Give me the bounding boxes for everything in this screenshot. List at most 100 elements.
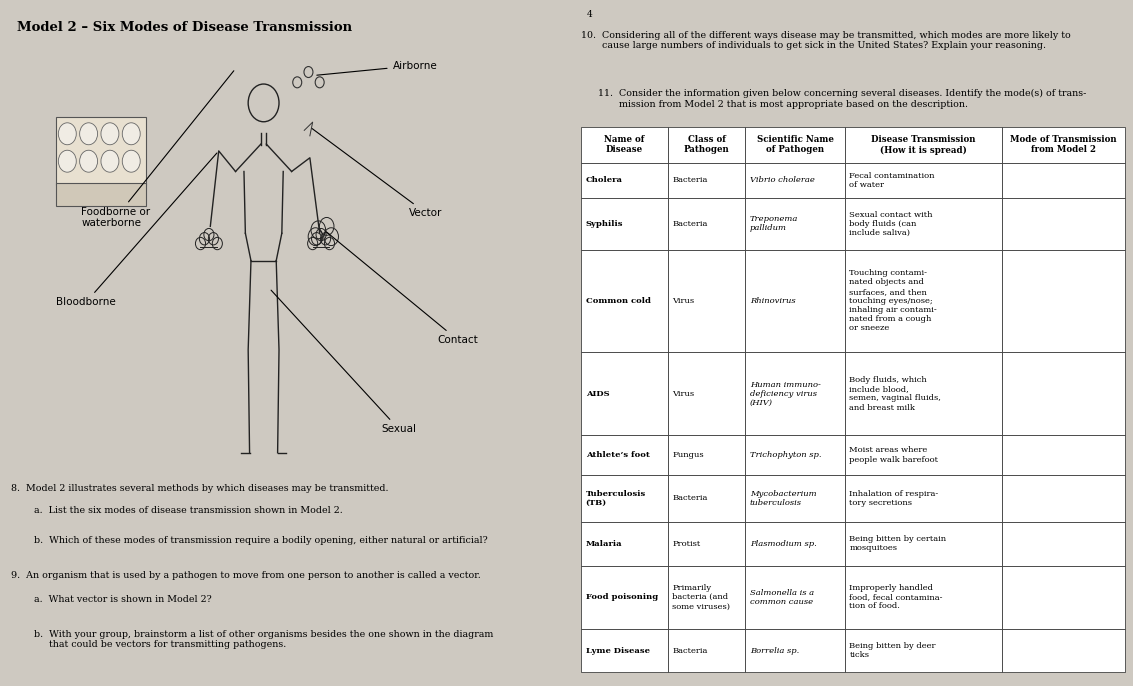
- Bar: [746, 198, 845, 250]
- Bar: [845, 435, 1003, 475]
- Text: 11.  Consider the information given below concerning several diseases. Identify : 11. Consider the information given below…: [598, 89, 1087, 108]
- Text: Athlete’s foot: Athlete’s foot: [586, 451, 649, 459]
- Bar: [1003, 163, 1125, 198]
- Bar: [845, 198, 1003, 250]
- Bar: [746, 435, 845, 475]
- Text: Virus: Virus: [673, 297, 695, 305]
- Text: Airborne: Airborne: [317, 60, 437, 75]
- Text: a.  List the six modes of disease transmission shown in Model 2.: a. List the six modes of disease transmi…: [34, 506, 342, 515]
- Text: Bacteria: Bacteria: [673, 646, 708, 654]
- Bar: [1003, 522, 1125, 565]
- Text: Borrelia sp.: Borrelia sp.: [750, 646, 799, 654]
- Bar: [668, 198, 746, 250]
- Bar: [746, 163, 845, 198]
- Text: Fecal contamination
of water: Fecal contamination of water: [850, 172, 935, 189]
- Bar: [668, 522, 746, 565]
- Text: Tuberculosis
(TB): Tuberculosis (TB): [586, 490, 646, 507]
- Text: Vibrio cholerae: Vibrio cholerae: [750, 176, 815, 185]
- Text: Fungus: Fungus: [673, 451, 704, 459]
- Bar: [668, 475, 746, 522]
- Text: Cholera: Cholera: [586, 176, 623, 185]
- Text: a.  What vector is shown in Model 2?: a. What vector is shown in Model 2?: [34, 595, 212, 604]
- Bar: [581, 435, 668, 475]
- Text: Sexual contact with
body fluids (can
include saliva): Sexual contact with body fluids (can inc…: [850, 211, 932, 237]
- Text: Rhinovirus: Rhinovirus: [750, 297, 795, 305]
- Bar: [668, 250, 746, 352]
- Circle shape: [58, 150, 76, 172]
- Text: Improperly handled
food, fecal contamina-
tion of food.: Improperly handled food, fecal contamina…: [850, 584, 943, 611]
- Bar: [1003, 250, 1125, 352]
- Bar: [845, 127, 1003, 163]
- Text: Foodborne or
waterborne: Foodborne or waterborne: [82, 71, 233, 228]
- Bar: [1003, 629, 1125, 672]
- Text: b.  Which of these modes of transmission require a bodily opening, either natura: b. Which of these modes of transmission …: [34, 536, 487, 545]
- Text: Primarily
bacteria (and
some viruses): Primarily bacteria (and some viruses): [673, 584, 731, 611]
- Text: Sexual: Sexual: [271, 290, 416, 434]
- Text: 4: 4: [587, 10, 593, 19]
- Bar: [668, 435, 746, 475]
- Bar: [581, 522, 668, 565]
- Text: Name of
Disease: Name of Disease: [604, 135, 645, 154]
- Bar: [1003, 198, 1125, 250]
- Bar: [845, 250, 1003, 352]
- Circle shape: [79, 150, 97, 172]
- Bar: [668, 565, 746, 629]
- Text: Being bitten by deer
ticks: Being bitten by deer ticks: [850, 642, 936, 659]
- Bar: [746, 127, 845, 163]
- Text: Body fluids, which
include blood,
semen, vaginal fluids,
and breast milk: Body fluids, which include blood, semen,…: [850, 376, 942, 412]
- Text: Bloodborne: Bloodborne: [57, 153, 216, 307]
- Bar: [746, 250, 845, 352]
- Bar: [581, 163, 668, 198]
- Text: 8.  Model 2 illustrates several methods by which diseases may be transmitted.: 8. Model 2 illustrates several methods b…: [11, 484, 389, 493]
- Text: Treponema
pallidum: Treponema pallidum: [750, 215, 798, 233]
- Text: Vector: Vector: [312, 128, 443, 218]
- Text: b.  With your group, brainstorm a list of other organisms besides the one shown : b. With your group, brainstorm a list of…: [34, 630, 493, 649]
- Bar: [581, 250, 668, 352]
- Bar: [845, 522, 1003, 565]
- Text: Plasmodium sp.: Plasmodium sp.: [750, 540, 817, 548]
- Text: Protist: Protist: [673, 540, 700, 548]
- Circle shape: [122, 150, 140, 172]
- Bar: [1003, 127, 1125, 163]
- Text: Human immuno-
deficiency virus
(HIV): Human immuno- deficiency virus (HIV): [750, 381, 820, 407]
- Bar: [1003, 565, 1125, 629]
- Bar: [668, 163, 746, 198]
- Bar: [668, 127, 746, 163]
- Text: Class of
Pathogen: Class of Pathogen: [683, 135, 730, 154]
- Bar: [581, 565, 668, 629]
- Circle shape: [101, 123, 119, 145]
- Text: Bacteria: Bacteria: [673, 176, 708, 185]
- Bar: [746, 629, 845, 672]
- Text: Touching contami-
nated objects and
surfaces, and then
touching eyes/nose;
inhal: Touching contami- nated objects and surf…: [850, 270, 937, 333]
- Text: Virus: Virus: [673, 390, 695, 398]
- Text: Model 2 – Six Modes of Disease Transmission: Model 2 – Six Modes of Disease Transmiss…: [17, 21, 352, 34]
- Text: Being bitten by certain
mosquitoes: Being bitten by certain mosquitoes: [850, 535, 946, 552]
- Text: 10.  Considering all of the different ways disease may be transmitted, which mod: 10. Considering all of the different way…: [581, 31, 1071, 50]
- Text: Disease Transmission
(How it is spread): Disease Transmission (How it is spread): [871, 135, 976, 154]
- Bar: [845, 163, 1003, 198]
- Text: Bacteria: Bacteria: [673, 495, 708, 502]
- Text: Scientific Name
of Pathogen: Scientific Name of Pathogen: [757, 135, 834, 154]
- Text: Malaria: Malaria: [586, 540, 622, 548]
- Bar: [1003, 475, 1125, 522]
- Circle shape: [58, 123, 76, 145]
- Bar: [845, 475, 1003, 522]
- Bar: [845, 565, 1003, 629]
- Text: Contact: Contact: [326, 232, 478, 345]
- Text: Inhalation of respira-
tory secretions: Inhalation of respira- tory secretions: [850, 490, 938, 507]
- Bar: [1003, 352, 1125, 435]
- Bar: [746, 475, 845, 522]
- Text: Trichophyton sp.: Trichophyton sp.: [750, 451, 821, 459]
- Text: AIDS: AIDS: [586, 390, 610, 398]
- Bar: [581, 629, 668, 672]
- FancyBboxPatch shape: [57, 183, 146, 206]
- Bar: [581, 127, 668, 163]
- Text: Common cold: Common cold: [586, 297, 650, 305]
- Bar: [746, 522, 845, 565]
- Text: Syphilis: Syphilis: [586, 220, 623, 228]
- Circle shape: [79, 123, 97, 145]
- Bar: [581, 352, 668, 435]
- Text: Mycobacterium
tuberculosis: Mycobacterium tuberculosis: [750, 490, 816, 507]
- Bar: [1003, 435, 1125, 475]
- Circle shape: [101, 150, 119, 172]
